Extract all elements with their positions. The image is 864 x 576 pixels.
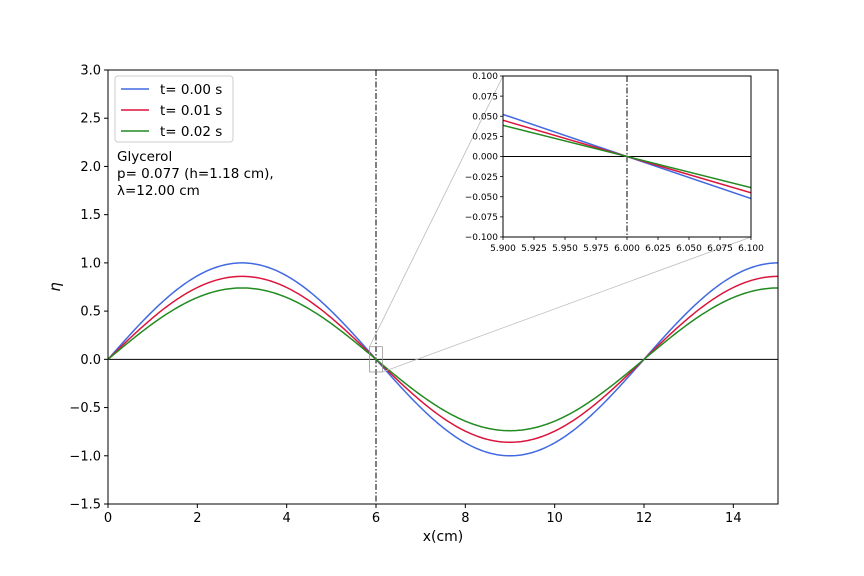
inset-x-tick-label: 6.075 [707,244,733,254]
inset-x-tick-label: 5.900 [490,244,516,254]
main-plot-area [108,70,778,504]
y-tick-label: −1.5 [69,498,101,513]
legend: t= 0.00 s t= 0.01 s t= 0.02 s [114,75,234,143]
y-tick-label: 2.5 [80,112,101,127]
inset-y-tick-label: 0.075 [472,92,498,102]
y-tick-label: 1.0 [80,256,101,271]
y-tick-label: 1.5 [80,208,101,223]
inset-series-line-2 [503,124,751,189]
annotation-line-1: p= 0.077 (h=1.18 cm), [117,166,274,182]
series-line-1 [108,275,778,444]
inset-y-tick-label: 0.050 [472,112,498,122]
y-tick-label: −1.0 [69,449,101,464]
y-tick-label: 0.0 [80,353,101,368]
inset-y-tick-label: 0.100 [472,72,498,82]
inset-axes: 5.900 5.925 5.950 5.975 6.000 6.025 6.050 6.075… [465,72,764,254]
y-axis-label: η [46,282,64,292]
zoom-connector-line [382,236,752,373]
x-tick-label: 2 [193,511,201,526]
inset-y-tick-label: −0.075 [465,213,498,223]
zoom-connectors [369,75,752,373]
zoom-connector-line [369,75,504,347]
x-axis-label: x(cm) [423,529,464,545]
inset-y-tick-label: −0.050 [465,193,499,203]
main-axes: 0 2 4 6 8 10 12 14 −1.5 −1.0 −0.5 0.0 0.5 1.0 1.5 2.0 2.… [46,64,779,545]
inset-x-tick-label: 6.000 [614,244,640,254]
annotation-line-2: λ=12.00 cm [117,183,200,199]
x-tick-label: 14 [725,511,742,526]
legend-box [114,75,234,143]
inset-x-tick-label: 5.925 [521,244,547,254]
inset-x-tick-label: 5.950 [552,244,578,254]
legend-label-0: t= 0.00 s [160,82,222,98]
inset-x-tick-label: 6.100 [738,244,764,254]
inset-y-tick-label: 0.000 [472,153,498,163]
y-tick-label: 2.0 [80,160,101,175]
inset-x-tick-label: 6.025 [645,244,671,254]
inset-x-tick-label: 6.050 [676,244,702,254]
series-line-2 [108,287,778,432]
legend-label-2: t= 0.02 s [160,124,222,140]
inset-y-tick-label: −0.100 [465,233,499,243]
y-tick-label: −0.5 [69,401,101,416]
x-tick-label: 0 [104,511,112,526]
x-tick-label: 4 [283,511,291,526]
x-tick-label: 10 [546,511,563,526]
inset-y-tick-label: −0.025 [465,173,498,183]
x-tick-label: 12 [636,511,653,526]
zoom-region-box [369,346,383,373]
annotation-line-0: Glycerol [117,149,172,165]
inset-plot-area [503,76,751,237]
y-tick-label: 0.5 [80,305,101,320]
x-tick-label: 8 [461,511,469,526]
main-axes-frame [107,69,779,505]
y-tick-label: 3.0 [80,64,101,79]
x-tick-label: 6 [372,511,380,526]
inset-y-tick-label: 0.025 [472,133,498,143]
inset-x-tick-label: 5.975 [583,244,609,254]
series-line-0 [108,262,778,457]
legend-label-1: t= 0.01 s [160,103,222,119]
